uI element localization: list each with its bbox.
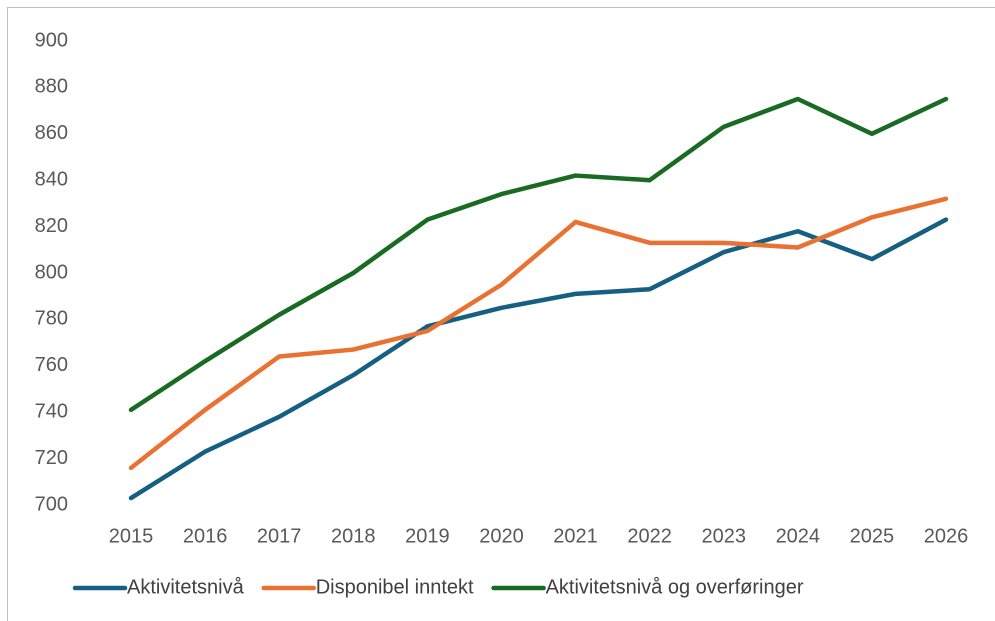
x-tick-label: 2023 — [701, 525, 746, 547]
series-line — [128, 196, 949, 471]
x-tick-label: 2025 — [850, 525, 895, 547]
x-tick-label: 2020 — [479, 525, 524, 547]
x-tick-label: 2015 — [109, 525, 154, 547]
y-tick-label: 740 — [35, 400, 68, 422]
y-tick-label: 760 — [35, 354, 68, 376]
y-tick-label: 820 — [35, 215, 68, 237]
chart-border — [7, 7, 995, 621]
x-tick-label: 2021 — [553, 525, 598, 547]
series-line — [128, 217, 949, 501]
y-tick-label: 700 — [35, 493, 68, 515]
y-tick-label: 840 — [35, 168, 68, 190]
y-tick-label: 720 — [35, 447, 68, 469]
legend-label: Aktivitetsnivå og overføringer — [546, 576, 804, 598]
x-tick-label: 2022 — [627, 525, 672, 547]
legend-label: Disponibel inntekt — [316, 576, 474, 598]
x-tick-label: 2017 — [257, 525, 302, 547]
x-tick-label: 2019 — [405, 525, 450, 547]
y-tick-label: 800 — [35, 261, 68, 283]
x-tick-label: 2016 — [183, 525, 228, 547]
y-tick-label: 900 — [35, 29, 68, 51]
x-tick-label: 2026 — [924, 525, 969, 547]
x-tick-label: 2018 — [331, 525, 376, 547]
legend-label: Aktivitetsnivå — [127, 576, 245, 598]
series-line — [128, 96, 949, 413]
x-tick-label: 2024 — [776, 525, 821, 547]
y-tick-label: 780 — [35, 308, 68, 330]
y-tick-label: 880 — [35, 76, 68, 98]
y-tick-label: 860 — [35, 122, 68, 144]
